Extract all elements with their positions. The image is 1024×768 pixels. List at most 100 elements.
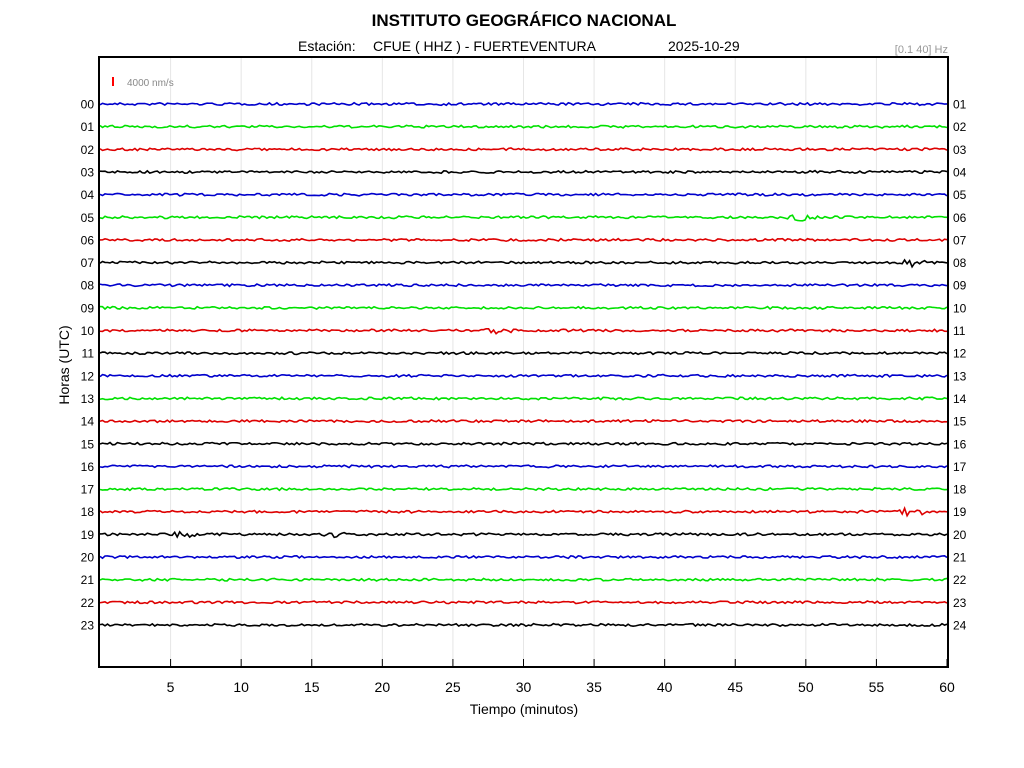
- x-axis-ticks: 5 10 15 20 25 30 35 40 45 50 55 60: [167, 659, 955, 695]
- hour-label-right: 15: [953, 415, 967, 429]
- right-hour-ticks: 01 02 03 04 05 06 07 08 09 10 11 12 13 14 15 16 17 18 19 20…: [953, 98, 967, 633]
- hour-label-left: 10: [81, 324, 95, 338]
- grid-lines: [170, 58, 877, 666]
- seismic-trace-09: [99, 305, 948, 311]
- x-tick-label: 30: [516, 679, 532, 695]
- hour-label-left: 17: [81, 483, 95, 497]
- seismic-trace-05: [99, 214, 948, 222]
- seismic-trace-04: [99, 192, 948, 197]
- x-tick-label: 25: [445, 679, 461, 695]
- hour-label-left: 02: [81, 143, 95, 157]
- x-tick-label: 45: [727, 679, 743, 695]
- seismic-trace-08: [99, 282, 948, 288]
- hour-label-left: 12: [81, 369, 95, 383]
- seismic-trace-18: [99, 506, 948, 518]
- chart-date: 2025-10-29: [668, 38, 740, 54]
- left-hour-ticks: 00 01 02 03 04 05 06 07 08 09 10 11 12 13 14 15 16 17 18 19…: [81, 98, 95, 633]
- hour-label-right: 01: [953, 98, 967, 112]
- hour-label-right: 04: [953, 165, 967, 179]
- hour-label-right: 21: [953, 551, 967, 565]
- hour-label-right: 11: [953, 324, 966, 338]
- hour-label-right: 14: [953, 392, 967, 406]
- hour-label-right: 24: [953, 618, 967, 632]
- scale-label: 4000 nm/s: [127, 78, 174, 89]
- hour-label-right: 02: [953, 120, 967, 134]
- hour-label-left: 06: [81, 233, 95, 247]
- hour-label-right: 19: [953, 505, 967, 519]
- seismic-trace-19: [99, 530, 948, 539]
- hour-label-left: 19: [81, 528, 95, 542]
- seismic-trace-02: [99, 147, 948, 152]
- hour-label-right: 05: [953, 188, 967, 202]
- hour-label-right: 16: [953, 437, 967, 451]
- seismic-trace-11: [99, 350, 948, 356]
- seismic-trace-06: [99, 237, 948, 243]
- x-tick-label: 40: [657, 679, 673, 695]
- seismic-trace-15: [99, 441, 948, 446]
- hour-label-left: 23: [81, 618, 95, 632]
- hour-label-right: 09: [953, 279, 967, 293]
- x-tick-label: 50: [798, 679, 814, 695]
- y-axis-label: Horas (UTC): [56, 325, 72, 404]
- seismic-trace-14: [99, 418, 948, 424]
- x-tick-label: 55: [869, 679, 885, 695]
- x-tick-label: 10: [233, 679, 249, 695]
- seismic-trace-20: [99, 554, 948, 560]
- hour-label-right: 07: [953, 233, 967, 247]
- seismic-trace-17: [99, 486, 948, 492]
- hour-label-left: 09: [81, 301, 95, 315]
- hour-label-right: 18: [953, 483, 967, 497]
- hour-label-left: 22: [81, 596, 95, 610]
- hour-label-left: 16: [81, 460, 95, 474]
- hour-label-left: 20: [81, 551, 95, 565]
- x-tick-label: 35: [586, 679, 602, 695]
- hour-label-left: 21: [81, 573, 95, 587]
- hour-label-right: 10: [953, 301, 967, 315]
- chart-title: INSTITUTO GEOGRÁFICO NACIONAL: [372, 11, 677, 30]
- scale-bar: [112, 77, 114, 86]
- hour-label-left: 13: [81, 392, 95, 406]
- hour-label-left: 07: [81, 256, 95, 270]
- hour-label-left: 03: [81, 165, 95, 179]
- hour-label-right: 13: [953, 369, 967, 383]
- hour-label-right: 06: [953, 211, 967, 225]
- seismic-trace-03: [99, 169, 948, 175]
- x-axis-label: Tiempo (minutos): [470, 701, 578, 717]
- station-name: CFUE ( HHZ ) - FUERTEVENTURA: [373, 38, 597, 54]
- x-tick-label: 15: [304, 679, 320, 695]
- hour-label-left: 15: [81, 437, 95, 451]
- station-label: Estación:: [298, 38, 356, 54]
- hour-label-right: 20: [953, 528, 967, 542]
- seismic-trace-01: [99, 124, 948, 129]
- x-tick-label: 5: [167, 679, 175, 695]
- hour-label-left: 01: [81, 120, 95, 134]
- hour-label-right: 12: [953, 347, 967, 361]
- seismic-trace-00: [99, 101, 948, 107]
- trace-group: [99, 101, 948, 628]
- seismic-trace-23: [99, 622, 948, 628]
- hour-label-right: 03: [953, 143, 967, 157]
- x-tick-label: 60: [939, 679, 955, 695]
- seismic-trace-07: [99, 258, 948, 269]
- seismic-trace-22: [99, 600, 948, 605]
- hour-label-left: 05: [81, 211, 95, 225]
- hour-label-right: 17: [953, 460, 967, 474]
- hour-label-left: 08: [81, 279, 95, 293]
- seismic-trace-21: [99, 577, 948, 582]
- hour-label-left: 04: [81, 188, 95, 202]
- hour-label-left: 18: [81, 505, 95, 519]
- seismic-trace-16: [99, 464, 948, 469]
- hour-label-left: 14: [81, 415, 95, 429]
- filter-label: [0.1 40] Hz: [895, 44, 948, 56]
- x-tick-label: 20: [375, 679, 391, 695]
- hour-label-left: 11: [82, 347, 95, 361]
- hour-label-right: 23: [953, 596, 967, 610]
- hour-label-left: 00: [81, 98, 95, 112]
- hour-label-right: 08: [953, 256, 967, 270]
- hour-label-right: 22: [953, 573, 967, 587]
- seismic-trace-12: [99, 373, 948, 379]
- plot-frame: [98, 56, 949, 668]
- seismic-trace-10: [99, 327, 948, 335]
- seismic-trace-13: [99, 396, 948, 401]
